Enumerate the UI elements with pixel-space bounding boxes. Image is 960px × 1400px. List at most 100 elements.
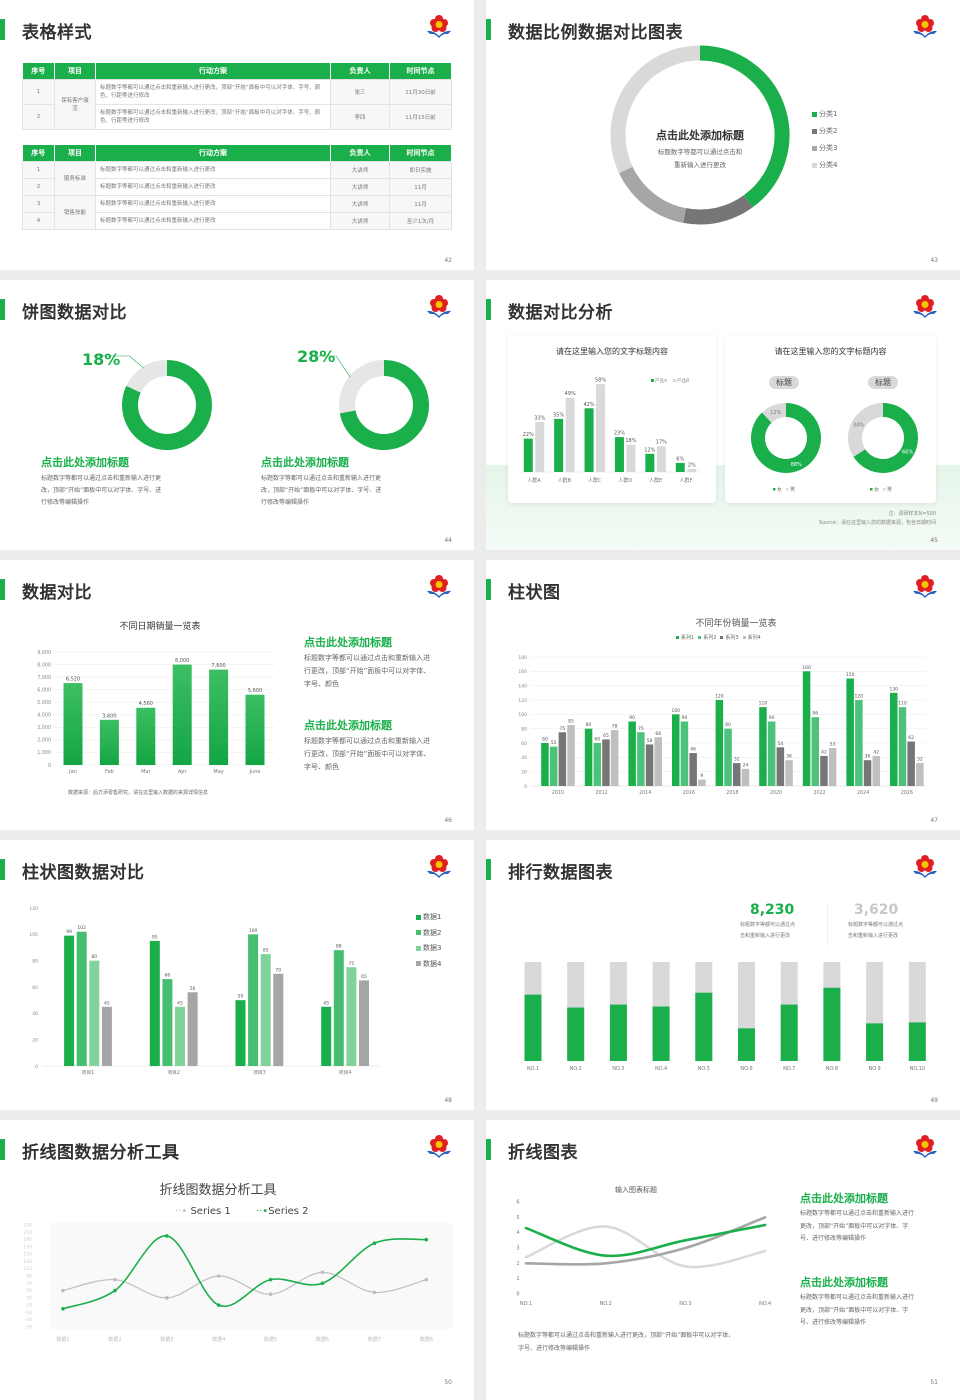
legend-swatch: [786, 488, 789, 491]
note-text: 注：调研样本N=500: [888, 511, 936, 517]
logo-icon: [913, 1135, 937, 1158]
data-label: 42: [821, 749, 827, 755]
x-tick-label: 数据2: [108, 1336, 121, 1343]
legend-swatch: [416, 930, 421, 935]
x-tick-label: NO.2: [600, 1301, 612, 1307]
cell: 11月: [389, 194, 452, 213]
data-label: 22%: [523, 432, 534, 438]
ranking-bar-chart: NO.1 NO.2 NO.3 NO.4 NO.5 NO.6 NO.7 NO.8 NO.9 NO.1…: [524, 962, 926, 1072]
y-tick-label: 40: [521, 755, 527, 761]
slide-49[interactable]: 排行数据图表 8,230 标题数字等都可以通过点 击和重新输入进行更改 3,620…: [486, 840, 960, 1110]
legend-swatch: [812, 111, 817, 117]
center-text: 标题数字等都可以通过点击和: [657, 148, 743, 156]
stat-text: 击和重新输入进行更改: [848, 933, 899, 939]
bar: [811, 717, 819, 786]
slide-44[interactable]: 饼图数据对比 18% 28% 点击此处添加标题 标题数字等都可以通过点击和重新输…: [0, 280, 474, 550]
legend-label: 系列3: [725, 635, 739, 641]
bar: [567, 1007, 585, 1061]
bar: [567, 725, 575, 786]
data-label: 3,600: [102, 713, 116, 719]
slide-47[interactable]: 柱状图 不同年份销量一览表 系列1 系列2 系列3 系列4 0 20 40 60 80 100 1…: [486, 560, 960, 830]
stat-text: 标题数字等都可以通过点: [848, 922, 904, 928]
source-text: Source：请在这里输入您的数据来源，包含日期时间: [818, 520, 936, 526]
data-label: 36: [786, 754, 792, 760]
block-text: 标题数字等都可以通过点击和重新输入进: [304, 737, 430, 745]
table-row: 4 标题数字等都可以通过点击和重新输入进行更改 大讲师 至少1次/月: [22, 211, 452, 230]
bar: [680, 721, 689, 786]
title-accent-bar: [0, 299, 5, 320]
data-label: 100: [671, 708, 680, 714]
data-label: 100: [249, 928, 258, 934]
series-line: [62, 1235, 427, 1310]
page-number: 49: [930, 1097, 938, 1104]
cell: 2: [22, 103, 55, 130]
data-label: 75: [349, 961, 355, 967]
slide-title: 折线图数据分析工具: [22, 1143, 180, 1163]
slide-42[interactable]: 表格样式 序号 项目 行动方案 负责人 时间节点 1 保有客户激活 标题数字等都可以通过点击…: [0, 0, 474, 270]
data-point: [320, 1281, 325, 1286]
block-heading: 点击此处添加标题: [304, 719, 392, 732]
cell: 标题数字等都可以通过点击和重新输入进行更改: [95, 177, 331, 196]
bar: [890, 692, 898, 786]
title-accent-bar: [486, 299, 491, 320]
y-tick-label: 190: [23, 1237, 32, 1243]
slide-51[interactable]: 折线图表 输入图表标题 0 1 2 3 4 5 6 NO.1 NO.2 NO.3 NO.4 标题数字…: [486, 1120, 960, 1400]
bar: [855, 700, 863, 786]
donut-segment: [619, 166, 687, 223]
block-text: 号、进行修改等编辑操作: [800, 1319, 867, 1326]
logo-wing: [913, 590, 937, 598]
slide-50[interactable]: 折线图数据分析工具 折线图数据分析工具 ··• Series 1 ··•Seri…: [0, 1120, 474, 1400]
bar: [565, 397, 575, 472]
data-label: 55: [551, 740, 557, 746]
data-label: 150: [846, 672, 855, 678]
legend-item: 数据2: [416, 926, 441, 942]
bar: [610, 730, 619, 786]
logo-wing: [427, 310, 451, 318]
y-tick-label: 3: [516, 1246, 519, 1252]
bar: [828, 748, 837, 786]
legend-swatch: [773, 488, 776, 491]
logo-wing: [427, 30, 451, 38]
data-label: 34%: [853, 423, 864, 429]
bar: [675, 462, 685, 472]
data-label: 65: [361, 974, 367, 980]
y-tick-label: 6,000: [37, 687, 51, 693]
x-tick-label: 2026: [901, 790, 913, 796]
data-label: 110: [759, 701, 768, 707]
y-tick-label: 30: [26, 1295, 32, 1301]
header-cell: 负责人: [330, 145, 390, 161]
y-tick-label: 3,000: [37, 725, 51, 731]
stat-value: 3,620: [854, 902, 899, 918]
bar: [645, 744, 654, 786]
slide-43[interactable]: 数据比例数据对比图表 点击此处添加标题 标题数字等都可以通过点击和 重新输入进行…: [486, 0, 960, 270]
bar: [541, 743, 549, 786]
data-label: 120: [715, 694, 724, 700]
y-tick-label: 230: [23, 1223, 32, 1229]
title-accent-bar: [0, 859, 5, 880]
block-text: 字号、颜色: [304, 763, 339, 771]
x-tick-label: 数据4: [212, 1336, 225, 1343]
data-label: 6%: [676, 456, 684, 462]
y-tick-label: 50: [26, 1288, 32, 1294]
slide-48[interactable]: 柱状图数据对比 0 20 40 60 80 100 120 项目1 99 102 80 45 项目2 95…: [0, 840, 474, 1110]
data-label: 90: [629, 715, 635, 721]
logo-icon: [427, 575, 451, 598]
slide-46[interactable]: 数据对比 不同日期销量一览表 0 1,000 2,000 3,000 4,000 5,00…: [0, 560, 474, 830]
slide-title: 数据比例数据对比图表: [508, 23, 683, 43]
stat-text: 击和重新输入进行更改: [740, 933, 791, 939]
divider: [827, 906, 828, 946]
cell: 1: [22, 160, 55, 179]
data-label: 62: [908, 735, 914, 741]
y-tick-label: 60: [32, 985, 38, 991]
bar: [759, 707, 767, 786]
cell-project: 销售技能: [54, 194, 96, 230]
legend-label: 女: [777, 486, 782, 493]
x-tick-label: 数据1: [56, 1336, 69, 1343]
bar: [689, 753, 697, 786]
page-number: 45: [930, 537, 938, 544]
slide-45[interactable]: 数据对比分析 请在这里输入您的文字标题内容 请在这里输入您的文字标题内容 标题 …: [486, 280, 960, 550]
data-label: 12%: [644, 447, 655, 453]
cell: 标题数字等都可以通过点击和重新输入进行更改: [95, 160, 331, 179]
bar: [628, 721, 636, 786]
y-tick-label: -10: [25, 1310, 32, 1316]
